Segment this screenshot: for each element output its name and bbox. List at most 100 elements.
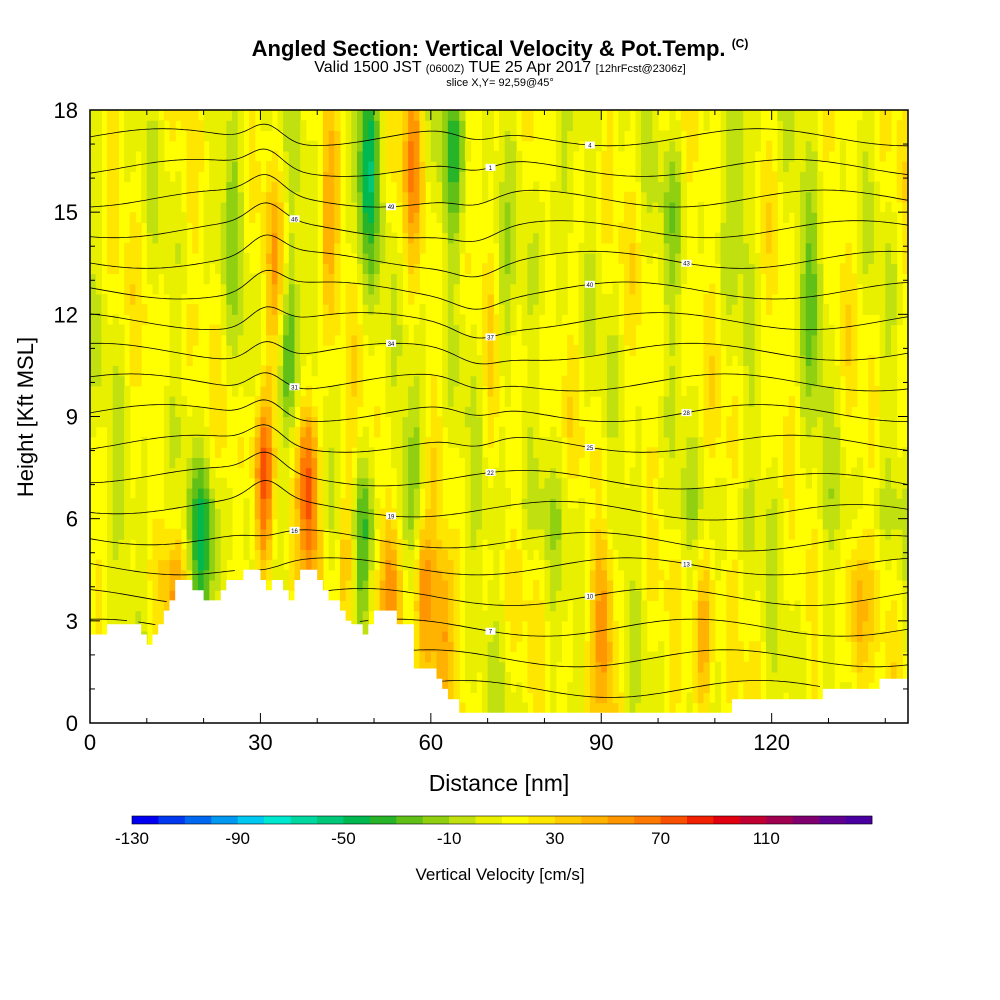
velocity-cell bbox=[402, 324, 409, 336]
velocity-cell bbox=[374, 508, 381, 520]
velocity-cell bbox=[533, 365, 540, 377]
velocity-cell bbox=[186, 508, 193, 520]
velocity-cell bbox=[658, 436, 665, 448]
velocity-cell bbox=[413, 569, 421, 581]
velocity-cell bbox=[652, 539, 659, 550]
velocity-cell bbox=[714, 549, 722, 561]
velocity-cell bbox=[663, 385, 671, 397]
velocity-cell bbox=[220, 293, 227, 305]
velocity-cell bbox=[538, 212, 546, 223]
velocity-cell bbox=[408, 120, 415, 132]
velocity-cell bbox=[402, 130, 409, 142]
velocity-cell bbox=[527, 671, 534, 683]
velocity-cell bbox=[362, 498, 369, 510]
velocity-cell bbox=[675, 620, 682, 632]
velocity-cell bbox=[339, 498, 347, 510]
velocity-cell bbox=[368, 477, 375, 489]
velocity-cell bbox=[459, 120, 466, 132]
velocity-cell bbox=[271, 559, 279, 571]
velocity-cell bbox=[442, 314, 449, 326]
velocity-cell bbox=[413, 396, 421, 407]
velocity-cell bbox=[180, 110, 188, 121]
velocity-cell bbox=[635, 293, 642, 305]
velocity-cell bbox=[305, 304, 313, 315]
velocity-cell bbox=[487, 600, 494, 612]
velocity-cell bbox=[95, 191, 102, 203]
velocity-cell bbox=[203, 539, 210, 550]
velocity-cell bbox=[112, 600, 119, 612]
velocity-cell bbox=[419, 201, 426, 213]
velocity-cell bbox=[623, 671, 631, 683]
velocity-cell bbox=[567, 120, 574, 132]
velocity-cell bbox=[146, 253, 154, 264]
velocity-cell bbox=[521, 396, 528, 407]
velocity-cell bbox=[368, 467, 375, 479]
velocity-cell bbox=[646, 457, 653, 469]
velocity-cell bbox=[351, 150, 358, 162]
velocity-cell bbox=[186, 324, 193, 336]
velocity-cell bbox=[623, 518, 631, 530]
velocity-cell bbox=[402, 447, 409, 458]
velocity-cell bbox=[442, 324, 449, 336]
velocity-cell bbox=[686, 549, 693, 561]
velocity-cell bbox=[277, 273, 284, 285]
velocity-cell bbox=[192, 549, 199, 561]
velocity-cell bbox=[283, 304, 290, 315]
velocity-cell bbox=[629, 488, 636, 499]
velocity-cell bbox=[748, 242, 756, 254]
velocity-cell bbox=[658, 201, 665, 213]
velocity-cell bbox=[368, 283, 375, 295]
velocity-cell bbox=[180, 406, 188, 418]
velocity-cell bbox=[277, 304, 284, 315]
velocity-cell bbox=[146, 150, 154, 162]
velocity-cell bbox=[351, 610, 358, 622]
velocity-cell bbox=[175, 263, 182, 275]
velocity-cell bbox=[675, 518, 682, 530]
velocity-cell bbox=[129, 283, 137, 295]
velocity-cell bbox=[493, 161, 500, 172]
velocity-cell bbox=[709, 651, 716, 663]
velocity-cell bbox=[283, 334, 290, 346]
velocity-cell bbox=[578, 620, 585, 632]
velocity-cell bbox=[646, 467, 653, 479]
velocity-cell bbox=[402, 365, 409, 377]
velocity-cell bbox=[487, 344, 494, 356]
velocity-cell bbox=[294, 426, 301, 438]
velocity-cell bbox=[748, 253, 756, 264]
velocity-cell bbox=[697, 620, 705, 632]
velocity-cell bbox=[731, 283, 739, 295]
velocity-cell bbox=[589, 692, 597, 704]
velocity-cell bbox=[197, 467, 205, 479]
velocity-cell bbox=[362, 620, 369, 632]
velocity-cell bbox=[385, 528, 392, 540]
velocity-cell bbox=[629, 682, 636, 693]
velocity-cell bbox=[601, 600, 608, 612]
velocity-cell bbox=[413, 610, 421, 622]
velocity-cell bbox=[362, 447, 369, 458]
velocity-cell bbox=[709, 508, 716, 520]
velocity-cell bbox=[129, 334, 137, 346]
velocity-cell bbox=[714, 498, 722, 510]
velocity-cell bbox=[765, 661, 773, 673]
velocity-cell bbox=[669, 161, 676, 172]
velocity-cell bbox=[180, 518, 188, 530]
velocity-cell bbox=[453, 161, 460, 172]
velocity-cell bbox=[464, 620, 472, 632]
velocity-cell bbox=[95, 293, 102, 305]
velocity-cell bbox=[743, 692, 750, 704]
velocity-cell bbox=[442, 528, 449, 540]
velocity-cell bbox=[345, 569, 352, 581]
velocity-cell bbox=[402, 559, 409, 571]
velocity-cell bbox=[646, 161, 653, 172]
velocity-cell bbox=[686, 140, 693, 152]
velocity-cell bbox=[447, 181, 455, 193]
velocity-cell bbox=[737, 222, 744, 234]
velocity-cell bbox=[595, 508, 602, 520]
velocity-cell bbox=[453, 120, 460, 132]
velocity-cell bbox=[527, 130, 534, 142]
velocity-cell bbox=[232, 304, 239, 315]
velocity-cell bbox=[90, 120, 97, 132]
velocity-cell bbox=[379, 110, 386, 121]
velocity-cell bbox=[266, 436, 273, 448]
velocity-cell bbox=[726, 232, 733, 244]
